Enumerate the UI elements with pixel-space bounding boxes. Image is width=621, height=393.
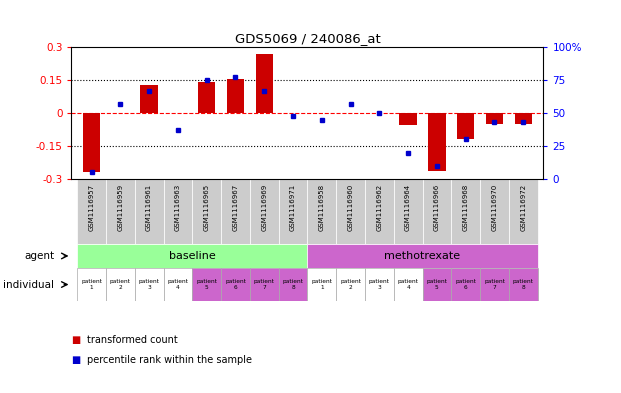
- Bar: [486, 113, 503, 124]
- Text: patient
8: patient 8: [513, 279, 533, 290]
- Text: GSM1116963: GSM1116963: [175, 184, 181, 231]
- Bar: [227, 79, 244, 113]
- Text: patient
6: patient 6: [225, 279, 246, 290]
- Bar: [106, 268, 135, 301]
- Text: GSM1116960: GSM1116960: [348, 184, 353, 231]
- Bar: [77, 268, 106, 301]
- Bar: [428, 113, 445, 171]
- Text: GSM1116972: GSM1116972: [520, 184, 526, 231]
- Text: patient
5: patient 5: [196, 279, 217, 290]
- Bar: [451, 179, 480, 244]
- Title: GDS5069 / 240086_at: GDS5069 / 240086_at: [235, 31, 380, 44]
- Text: patient
1: patient 1: [311, 279, 332, 290]
- Bar: [480, 179, 509, 244]
- Bar: [509, 268, 538, 301]
- Text: GSM1116962: GSM1116962: [376, 184, 383, 231]
- Bar: [307, 268, 336, 301]
- Bar: [451, 268, 480, 301]
- Bar: [163, 179, 193, 244]
- Text: patient
7: patient 7: [484, 279, 505, 290]
- Bar: [193, 268, 221, 301]
- Bar: [135, 268, 163, 301]
- Bar: [250, 179, 279, 244]
- Text: GSM1116966: GSM1116966: [434, 184, 440, 231]
- Text: patient
2: patient 2: [340, 279, 361, 290]
- Text: percentile rank within the sample: percentile rank within the sample: [87, 354, 252, 365]
- Bar: [365, 179, 394, 244]
- Bar: [221, 179, 250, 244]
- Text: methotrexate: methotrexate: [384, 251, 461, 261]
- Text: GSM1116968: GSM1116968: [463, 184, 469, 231]
- Bar: [279, 268, 307, 301]
- Bar: [307, 244, 538, 268]
- Text: GSM1116959: GSM1116959: [117, 184, 124, 231]
- Bar: [106, 179, 135, 244]
- Bar: [135, 179, 163, 244]
- Text: GSM1116971: GSM1116971: [290, 184, 296, 231]
- Text: GSM1116970: GSM1116970: [491, 184, 497, 231]
- Bar: [140, 84, 158, 113]
- Text: GSM1116957: GSM1116957: [89, 184, 94, 231]
- Text: GSM1116969: GSM1116969: [261, 184, 267, 231]
- Text: patient
4: patient 4: [168, 279, 188, 290]
- Bar: [422, 179, 451, 244]
- Text: patient
3: patient 3: [138, 279, 160, 290]
- Text: ■: ■: [71, 335, 81, 345]
- Text: patient
6: patient 6: [455, 279, 476, 290]
- Bar: [250, 268, 279, 301]
- Bar: [457, 113, 474, 140]
- Text: patient
2: patient 2: [110, 279, 131, 290]
- Text: agent: agent: [24, 251, 54, 261]
- Text: GSM1116961: GSM1116961: [146, 184, 152, 231]
- Bar: [365, 268, 394, 301]
- Text: ■: ■: [71, 354, 81, 365]
- Bar: [198, 82, 215, 113]
- Bar: [307, 179, 336, 244]
- Bar: [77, 244, 307, 268]
- Bar: [336, 268, 365, 301]
- Text: patient
8: patient 8: [283, 279, 304, 290]
- Text: patient
5: patient 5: [427, 279, 447, 290]
- Bar: [256, 54, 273, 113]
- Bar: [279, 179, 307, 244]
- Text: GSM1116967: GSM1116967: [232, 184, 238, 231]
- Text: patient
4: patient 4: [397, 279, 419, 290]
- Bar: [193, 179, 221, 244]
- Bar: [515, 113, 532, 124]
- Text: patient
3: patient 3: [369, 279, 390, 290]
- Bar: [422, 268, 451, 301]
- Bar: [509, 179, 538, 244]
- Text: patient
1: patient 1: [81, 279, 102, 290]
- Bar: [480, 268, 509, 301]
- Bar: [394, 179, 422, 244]
- Text: GSM1116958: GSM1116958: [319, 184, 325, 231]
- Text: GSM1116964: GSM1116964: [405, 184, 411, 231]
- Text: individual: individual: [3, 279, 54, 290]
- Bar: [399, 113, 417, 125]
- Text: GSM1116965: GSM1116965: [204, 184, 210, 231]
- Bar: [221, 268, 250, 301]
- Bar: [163, 268, 193, 301]
- Text: transformed count: transformed count: [87, 335, 178, 345]
- Bar: [77, 179, 106, 244]
- Bar: [394, 268, 422, 301]
- Bar: [83, 113, 100, 173]
- Text: baseline: baseline: [169, 251, 215, 261]
- Bar: [336, 179, 365, 244]
- Text: patient
7: patient 7: [254, 279, 274, 290]
